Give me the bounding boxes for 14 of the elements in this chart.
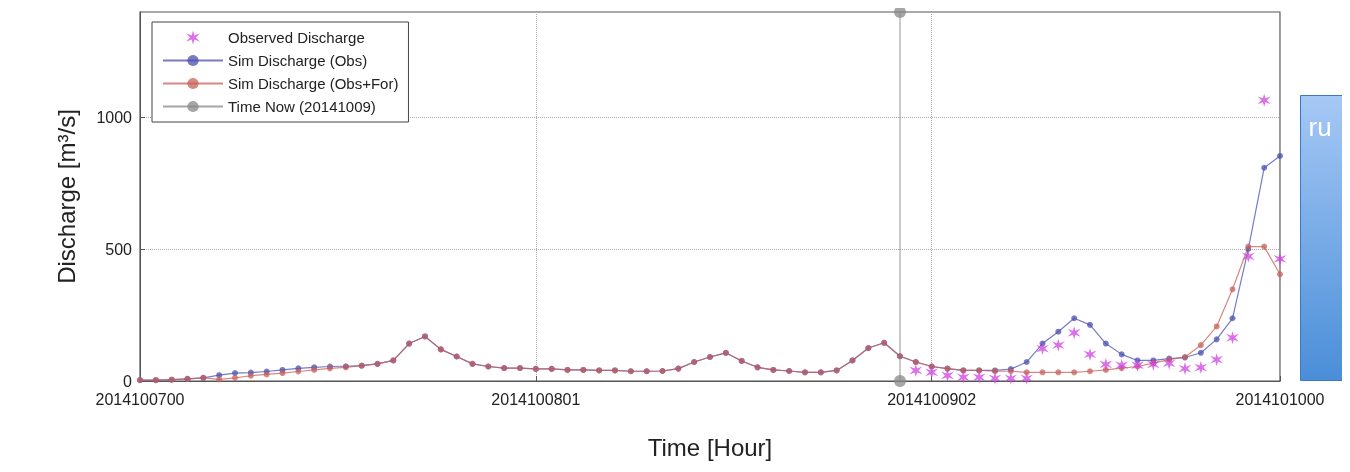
y-tick-label: 500 xyxy=(105,240,133,258)
y-tick-label: 0 xyxy=(123,372,133,390)
legend-label: Sim Discharge (Obs) xyxy=(228,52,368,69)
x-axis-title: Time [Hour] xyxy=(647,433,773,461)
text: ru xyxy=(1308,111,1332,142)
legend-label: Observed Discharge xyxy=(228,29,365,46)
x-tick-label: 2014100801 xyxy=(491,390,581,408)
x-tick-label: 2014101000 xyxy=(1235,390,1325,408)
x-tick-label: 2014100700 xyxy=(95,390,185,408)
y-tick-label: 1000 xyxy=(96,108,133,126)
x-tick-label: 2014100902 xyxy=(887,390,977,408)
legend-label: Sim Discharge (Obs+For) xyxy=(228,75,399,92)
legend-label: Time Now (20141009) xyxy=(228,98,376,115)
y-axis-title: Discharge [m³/s] xyxy=(52,109,80,284)
